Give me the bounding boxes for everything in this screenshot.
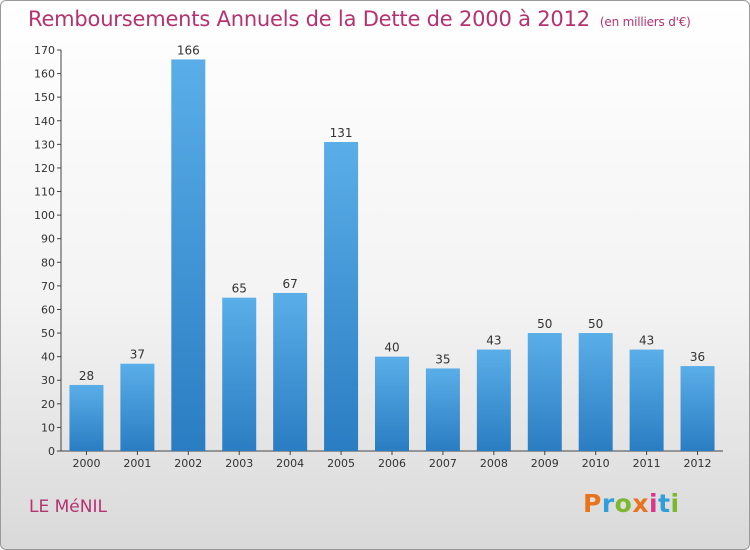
bar — [171, 59, 206, 451]
y-tick-label: 160 — [34, 68, 55, 81]
x-tick-label: 2007 — [429, 457, 457, 470]
logo-letter: o — [614, 489, 633, 518]
bar — [375, 356, 409, 451]
bar — [273, 292, 308, 451]
y-tick-label: 10 — [41, 421, 55, 434]
bar-value-label: 50 — [537, 317, 552, 331]
bar-value-label: 40 — [384, 341, 399, 355]
bar-value-label: 43 — [486, 334, 501, 348]
logo-letter: i — [649, 489, 659, 518]
bar — [680, 366, 715, 451]
bar-value-label: 35 — [435, 352, 450, 366]
x-tick-label: 2004 — [276, 457, 304, 470]
bar — [629, 349, 664, 451]
y-tick-label: 60 — [41, 303, 55, 316]
chart-title-text: Remboursements Annuels de la Dette de 20… — [28, 7, 590, 31]
x-tick-label: 2002 — [174, 457, 202, 470]
bar-value-label: 50 — [588, 317, 603, 331]
y-tick-label: 80 — [41, 256, 55, 269]
y-tick-label: 170 — [34, 44, 55, 57]
logo-letter: r — [601, 489, 615, 518]
bar — [324, 141, 359, 451]
logo-letter: i — [670, 489, 680, 518]
bar-value-label: 37 — [130, 348, 145, 362]
x-tick-label: 2001 — [123, 457, 151, 470]
x-tick-label: 2000 — [72, 457, 100, 470]
bar-value-label: 65 — [232, 282, 247, 296]
y-tick-label: 90 — [41, 233, 55, 246]
chart-title: Remboursements Annuels de la Dette de 20… — [28, 7, 691, 31]
chart-unit: (en milliers d'€) — [599, 15, 691, 29]
bar-value-label: 67 — [283, 277, 298, 291]
x-tick-label: 2012 — [684, 457, 712, 470]
logo-letter: P — [583, 489, 602, 518]
x-tick-label: 2003 — [225, 457, 253, 470]
bar — [578, 333, 613, 451]
y-tick-label: 20 — [41, 398, 55, 411]
y-tick-label: 50 — [41, 327, 55, 340]
y-tick-label: 150 — [34, 91, 55, 104]
x-tick-label: 2008 — [480, 457, 508, 470]
y-tick-label: 40 — [41, 351, 55, 364]
y-tick-label: 0 — [48, 445, 55, 458]
bar-value-label: 166 — [177, 43, 200, 57]
bar-value-label: 28 — [79, 369, 94, 383]
x-tick-label: 2006 — [378, 457, 406, 470]
x-tick-label: 2009 — [531, 457, 559, 470]
bar-value-label: 131 — [330, 126, 353, 140]
chart-bars — [69, 59, 715, 451]
y-tick-label: 130 — [34, 138, 55, 151]
x-tick-label: 2005 — [327, 457, 355, 470]
proxiti-logo: Proxiti — [583, 489, 680, 518]
bar — [425, 368, 460, 451]
chart-axes: 0 10 20 30 40 50 60 70 80 90 100 110 120 130 140 150 160… — [34, 44, 723, 470]
bar — [222, 297, 257, 451]
bar — [69, 384, 104, 451]
logo-letter: t — [658, 489, 671, 518]
bar-value-label: 36 — [690, 350, 705, 364]
x-tick-label: 2011 — [633, 457, 661, 470]
y-tick-label: 140 — [34, 115, 55, 128]
bar — [527, 333, 562, 451]
location-name: LE MéNIL — [29, 497, 107, 517]
bar — [120, 363, 155, 451]
y-tick-label: 70 — [41, 280, 55, 293]
bar — [476, 349, 511, 451]
chart-labels: 28 37 166 65 67 131 40 35 43 50 50 43 36 — [79, 43, 705, 383]
bar-value-label: 43 — [639, 334, 654, 348]
y-tick-label: 120 — [34, 162, 55, 175]
y-tick-label: 110 — [34, 186, 55, 199]
logo-letter: x — [632, 489, 649, 518]
x-tick-label: 2010 — [582, 457, 610, 470]
y-tick-label: 30 — [41, 374, 55, 387]
y-tick-label: 100 — [34, 209, 55, 222]
